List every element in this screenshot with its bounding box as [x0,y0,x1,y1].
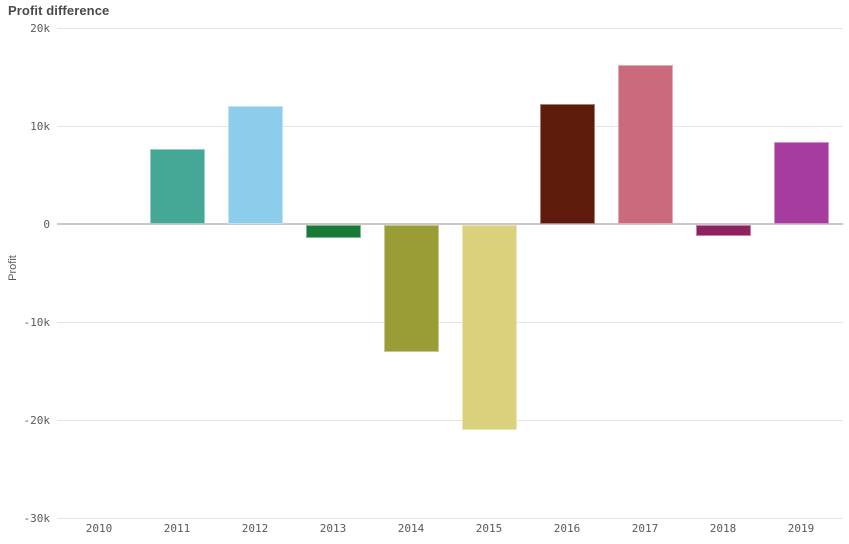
x-tick-label-2010[interactable]: 2010 [85,522,113,535]
y-tick-label: 20k [30,22,50,35]
zero-line [57,223,843,225]
x-tick-label-2017[interactable]: 2017 [631,522,659,535]
bar-2015[interactable] [461,225,517,430]
x-tick-label-2013[interactable]: 2013 [319,522,347,535]
bar-2011[interactable] [149,148,205,224]
chart-title: Profit difference [8,3,110,18]
x-tick-label-2014[interactable]: 2014 [397,522,425,535]
gridline [57,322,843,323]
bar-2012[interactable] [227,106,283,224]
x-tick-label-2018[interactable]: 2018 [709,522,737,535]
y-tick-label: -20k [23,414,51,427]
bar-2013[interactable] [305,225,361,238]
gridline [57,518,843,519]
bar-2017[interactable] [617,65,673,224]
y-tick-label: 10k [30,120,50,133]
x-tick-label-2015[interactable]: 2015 [475,522,503,535]
gridline [57,28,843,29]
bar-2014[interactable] [383,225,439,353]
gridline [57,420,843,421]
bar-2018[interactable] [695,225,751,236]
y-tick-label: -30k [23,512,51,525]
y-tick-label: -10k [23,316,51,329]
y-axis-title: Profit [7,255,19,281]
y-tick-label: 0 [43,218,50,231]
bar-2016[interactable] [539,104,595,224]
x-tick-label-2011[interactable]: 2011 [163,522,191,535]
x-tick-label-2012[interactable]: 2012 [241,522,269,535]
gridline [57,126,843,127]
x-tick-label-2019[interactable]: 2019 [787,522,815,535]
bar-2019[interactable] [773,141,829,224]
x-tick-label-2016[interactable]: 2016 [553,522,581,535]
